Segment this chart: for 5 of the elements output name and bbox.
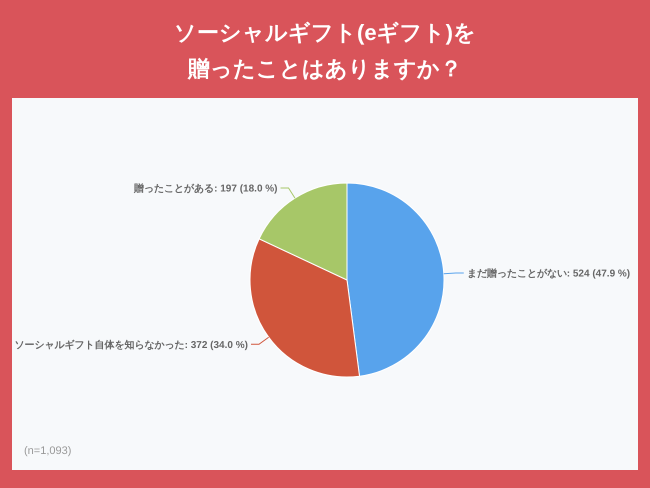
text: (n=1,093) [24,445,72,457]
slice-label: ソーシャルギフト自体を知らなかった: 372 (34.0 %) [14,338,248,351]
chart-title: ソーシャルギフト(eギフト)を贈ったことはありますか？ [174,20,476,81]
slice-label: まだ贈ったことがない: 524 (47.9 %) [466,267,630,280]
slice-label: 贈ったことがある: 197 (18.0 %) [133,182,278,195]
